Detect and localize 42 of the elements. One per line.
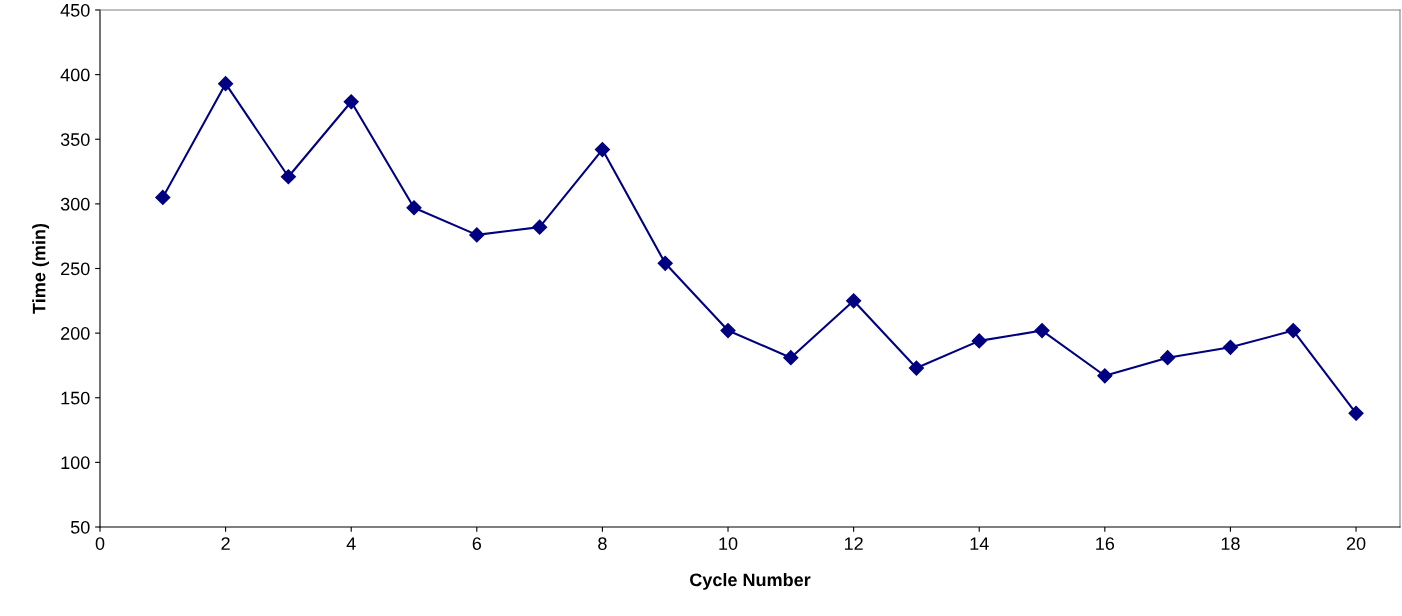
x-tick-label: 2 [221,537,230,550]
x-tick-label: 0 [95,537,105,550]
point [469,227,485,243]
y-tick-label: 200 [61,327,90,340]
x-tick-label: 18 [1221,537,1240,550]
point [1034,322,1050,339]
x-tick-label: 14 [970,537,989,550]
point [1097,368,1113,384]
y-axis-title: Time (min) [32,223,50,314]
point [1222,339,1239,355]
y-tick-label: 250 [61,262,90,276]
point [908,360,924,376]
point [846,293,862,309]
point [720,322,736,339]
point [971,333,987,349]
x-tick-label: 8 [598,537,607,550]
point [155,189,171,205]
point [1160,350,1176,366]
point [343,94,359,110]
point [532,219,548,235]
y-tick-label: 450 [60,3,90,17]
y-tick-label: 150 [61,391,90,405]
point [406,200,422,216]
point [594,142,610,158]
x-tick-label: 6 [472,537,482,550]
x-tick-label: 10 [719,537,738,550]
y-tick-label: 50 [70,520,90,534]
point [657,255,673,271]
point [280,169,296,185]
x-tick-label: 12 [844,537,863,550]
x-tick-label: 16 [1096,537,1115,550]
y-tick-label: 400 [60,68,90,82]
x-axis-title: Cycle Number [690,573,811,590]
y-tick-label: 350 [60,133,90,146]
x-tick-label: 20 [1346,537,1366,550]
point [1285,322,1301,339]
y-tick-label: 300 [60,197,90,211]
point [783,350,799,366]
point [1348,405,1364,421]
y-tick-label: 100 [61,456,90,470]
x-tick-label: 4 [346,537,356,550]
point [218,76,234,92]
